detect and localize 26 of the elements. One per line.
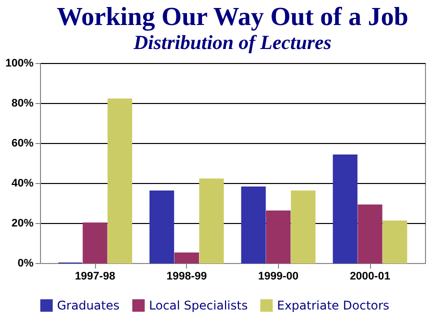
x-tick-label: 1997-98 <box>74 270 116 282</box>
bar <box>266 210 291 264</box>
bar <box>150 190 174 264</box>
y-tick-label: 40% <box>11 178 34 190</box>
y-tick-label: 60% <box>11 138 34 150</box>
bar <box>290 190 316 264</box>
legend-label: Expatriate Doctors <box>277 298 390 313</box>
x-tick-label: 1998-99 <box>166 270 207 282</box>
y-tick-label: 20% <box>11 218 34 230</box>
legend-label: Graduates <box>57 298 120 313</box>
bar <box>332 154 358 264</box>
y-tick-label: 80% <box>11 98 34 110</box>
x-tick-label: 1999-00 <box>258 270 299 282</box>
bar <box>241 186 266 264</box>
bar <box>174 252 199 264</box>
bar <box>199 178 224 264</box>
bar <box>382 220 408 264</box>
legend-label: Local Specialists <box>149 298 248 313</box>
chart-subtitle: Distribution of Lectures <box>132 32 332 54</box>
bar <box>82 222 108 264</box>
chart-title: Working Our Way Out of a Job <box>56 2 408 31</box>
bar <box>108 98 132 264</box>
x-tick-label: 2000-01 <box>350 270 390 282</box>
y-tick-label: 0% <box>18 258 34 270</box>
bar <box>358 204 382 264</box>
y-tick-label: 100% <box>5 58 34 70</box>
